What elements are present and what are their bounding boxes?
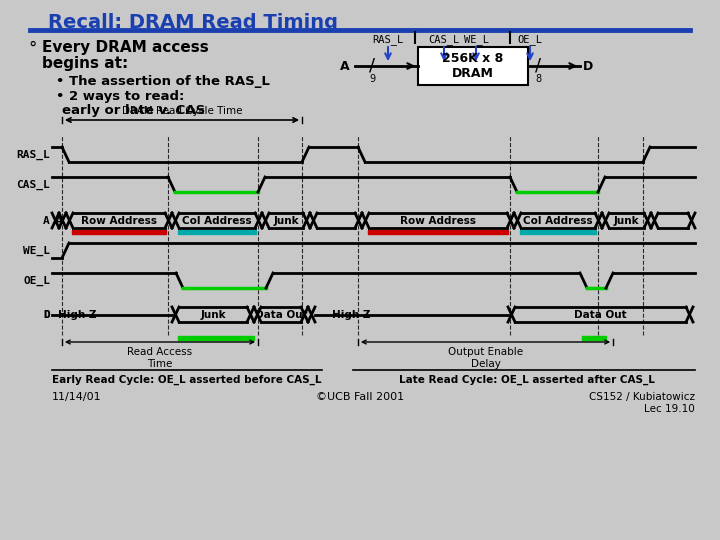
- FancyBboxPatch shape: [418, 47, 528, 85]
- Text: Col Address: Col Address: [182, 215, 252, 226]
- Text: Every DRAM access: Every DRAM access: [42, 40, 209, 55]
- Text: ©UCB Fall 2001: ©UCB Fall 2001: [316, 392, 404, 402]
- Text: /: /: [369, 56, 375, 74]
- Text: WE_L: WE_L: [23, 245, 50, 255]
- Text: D: D: [583, 59, 593, 72]
- Text: 8: 8: [535, 74, 541, 84]
- Text: 256K x 8
DRAM: 256K x 8 DRAM: [442, 52, 503, 80]
- Text: Early Read Cycle: OE_L asserted before CAS_L: Early Read Cycle: OE_L asserted before C…: [53, 375, 322, 385]
- Text: Junk: Junk: [613, 215, 639, 226]
- Text: A: A: [55, 215, 63, 226]
- Text: Recall: DRAM Read Timing: Recall: DRAM Read Timing: [48, 13, 338, 32]
- Text: °: °: [28, 40, 37, 58]
- Text: A: A: [43, 215, 50, 226]
- Text: CAS_L: CAS_L: [17, 179, 50, 190]
- Text: WE_L: WE_L: [464, 34, 488, 45]
- Text: 11/14/01: 11/14/01: [52, 392, 102, 402]
- Text: High Z: High Z: [332, 310, 371, 320]
- Text: Junk: Junk: [200, 309, 226, 320]
- Text: early or late v. CAS: early or late v. CAS: [62, 104, 205, 117]
- Text: D: D: [43, 309, 50, 320]
- Text: Col Address: Col Address: [523, 215, 593, 226]
- Text: A: A: [341, 59, 350, 72]
- Text: Output Enable
Delay: Output Enable Delay: [448, 347, 523, 369]
- Text: Data Out: Data Out: [574, 309, 627, 320]
- Text: Junk: Junk: [273, 215, 299, 226]
- Text: Row Address: Row Address: [81, 215, 157, 226]
- Text: Read Access
Time: Read Access Time: [127, 347, 192, 369]
- Text: /: /: [535, 56, 541, 74]
- Text: Row Address: Row Address: [400, 215, 476, 226]
- Text: begins at:: begins at:: [42, 56, 128, 71]
- Text: Late Read Cycle: OE_L asserted after CAS_L: Late Read Cycle: OE_L asserted after CAS…: [399, 375, 654, 385]
- Text: CS152 / Kubiatowicz
Lec 19.10: CS152 / Kubiatowicz Lec 19.10: [589, 392, 695, 414]
- Text: OE_L: OE_L: [23, 275, 50, 286]
- Text: • The assertion of the RAS_L: • The assertion of the RAS_L: [56, 75, 270, 88]
- Text: RAS_L: RAS_L: [372, 34, 404, 45]
- Text: RAS_L: RAS_L: [17, 150, 50, 160]
- Text: OE_L: OE_L: [518, 34, 542, 45]
- Text: Data Out: Data Out: [255, 309, 307, 320]
- Text: 9: 9: [369, 74, 375, 84]
- Text: CAS_L: CAS_L: [428, 34, 459, 45]
- Text: D: D: [43, 309, 50, 320]
- Text: • 2 ways to read:: • 2 ways to read:: [56, 90, 184, 103]
- Text: High Z: High Z: [58, 310, 96, 320]
- Text: DRAM Read Cycle Time: DRAM Read Cycle Time: [122, 106, 242, 116]
